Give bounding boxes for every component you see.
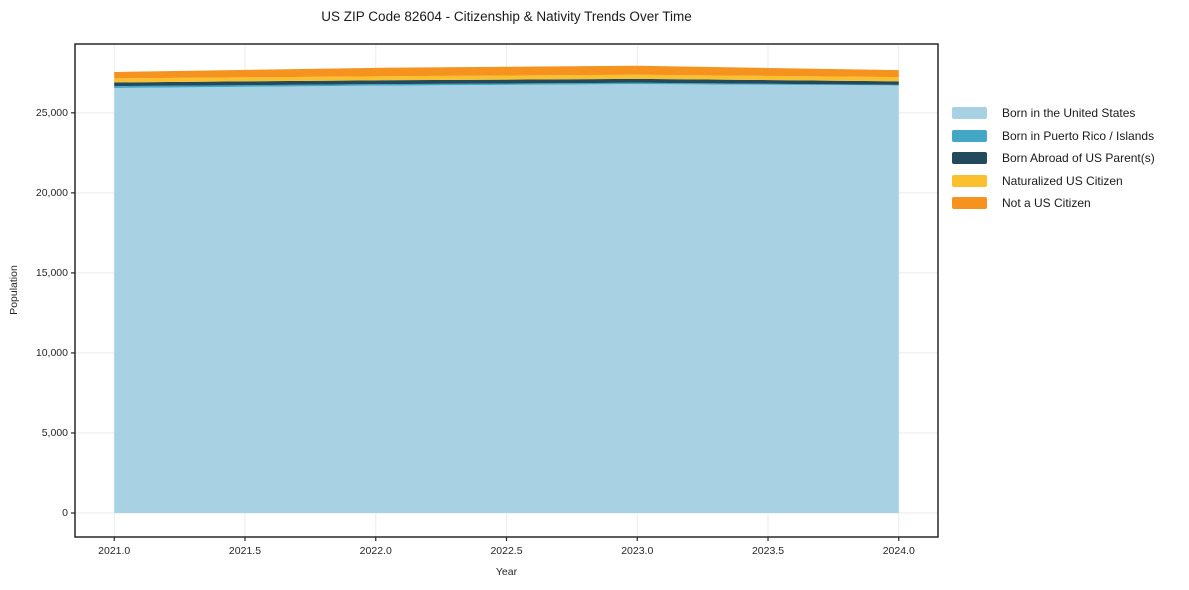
x-tick-label: 2024.0 bbox=[882, 545, 915, 557]
y-tick-label: 25,000 bbox=[35, 106, 68, 119]
x-tick-label: 2022.0 bbox=[359, 545, 392, 557]
legend-swatch-icon bbox=[952, 129, 987, 142]
legend: Born in the United States Born in Puerto … bbox=[952, 102, 1155, 215]
legend-label: Born in Puerto Rico / Islands bbox=[1002, 128, 1155, 143]
legend-label: Born Abroad of US Parent(s) bbox=[1002, 151, 1155, 166]
x-tick-label: 2023.0 bbox=[621, 545, 654, 557]
legend-label: Naturalized US Citizen bbox=[1002, 173, 1123, 188]
x-tick-label: 2022.5 bbox=[490, 545, 523, 557]
legend-item: Born in Puerto Rico / Islands bbox=[952, 125, 1155, 148]
x-tick-label: 2023.5 bbox=[751, 545, 785, 557]
x-tick-label: 2021.0 bbox=[98, 545, 131, 557]
x-axis-label: Year bbox=[495, 566, 518, 578]
x-tick-label: 2021.5 bbox=[228, 545, 262, 557]
legend-item: Born Abroad of US Parent(s) bbox=[952, 147, 1155, 170]
legend-swatch-icon bbox=[952, 107, 987, 120]
legend-swatch-icon bbox=[952, 197, 987, 210]
area-series-1 bbox=[114, 82, 899, 89]
legend-item: Naturalized US Citizen bbox=[952, 170, 1155, 193]
legend-label: Born in the United States bbox=[1002, 106, 1136, 121]
legend-label: Not a US Citizen bbox=[1002, 196, 1091, 211]
y-tick-label: 5,000 bbox=[41, 426, 68, 439]
area-series-3 bbox=[114, 74, 899, 83]
legend-swatch-icon bbox=[952, 174, 987, 187]
area-series-0 bbox=[114, 84, 899, 513]
area-series-4 bbox=[114, 65, 899, 79]
y-tick-label: 10,000 bbox=[35, 346, 68, 359]
legend-item: Born in the United States bbox=[952, 102, 1155, 125]
chart-title: US ZIP Code 82604 - Citizenship & Nativi… bbox=[321, 9, 692, 24]
y-tick-label: 15,000 bbox=[35, 266, 68, 279]
y-tick-label: 20,000 bbox=[35, 186, 68, 199]
y-axis-label: Population bbox=[8, 265, 20, 315]
y-tick-label: 0 bbox=[62, 506, 68, 519]
legend-item: Not a US Citizen bbox=[952, 192, 1155, 215]
area-series-2 bbox=[114, 78, 899, 87]
legend-swatch-icon bbox=[952, 152, 987, 165]
